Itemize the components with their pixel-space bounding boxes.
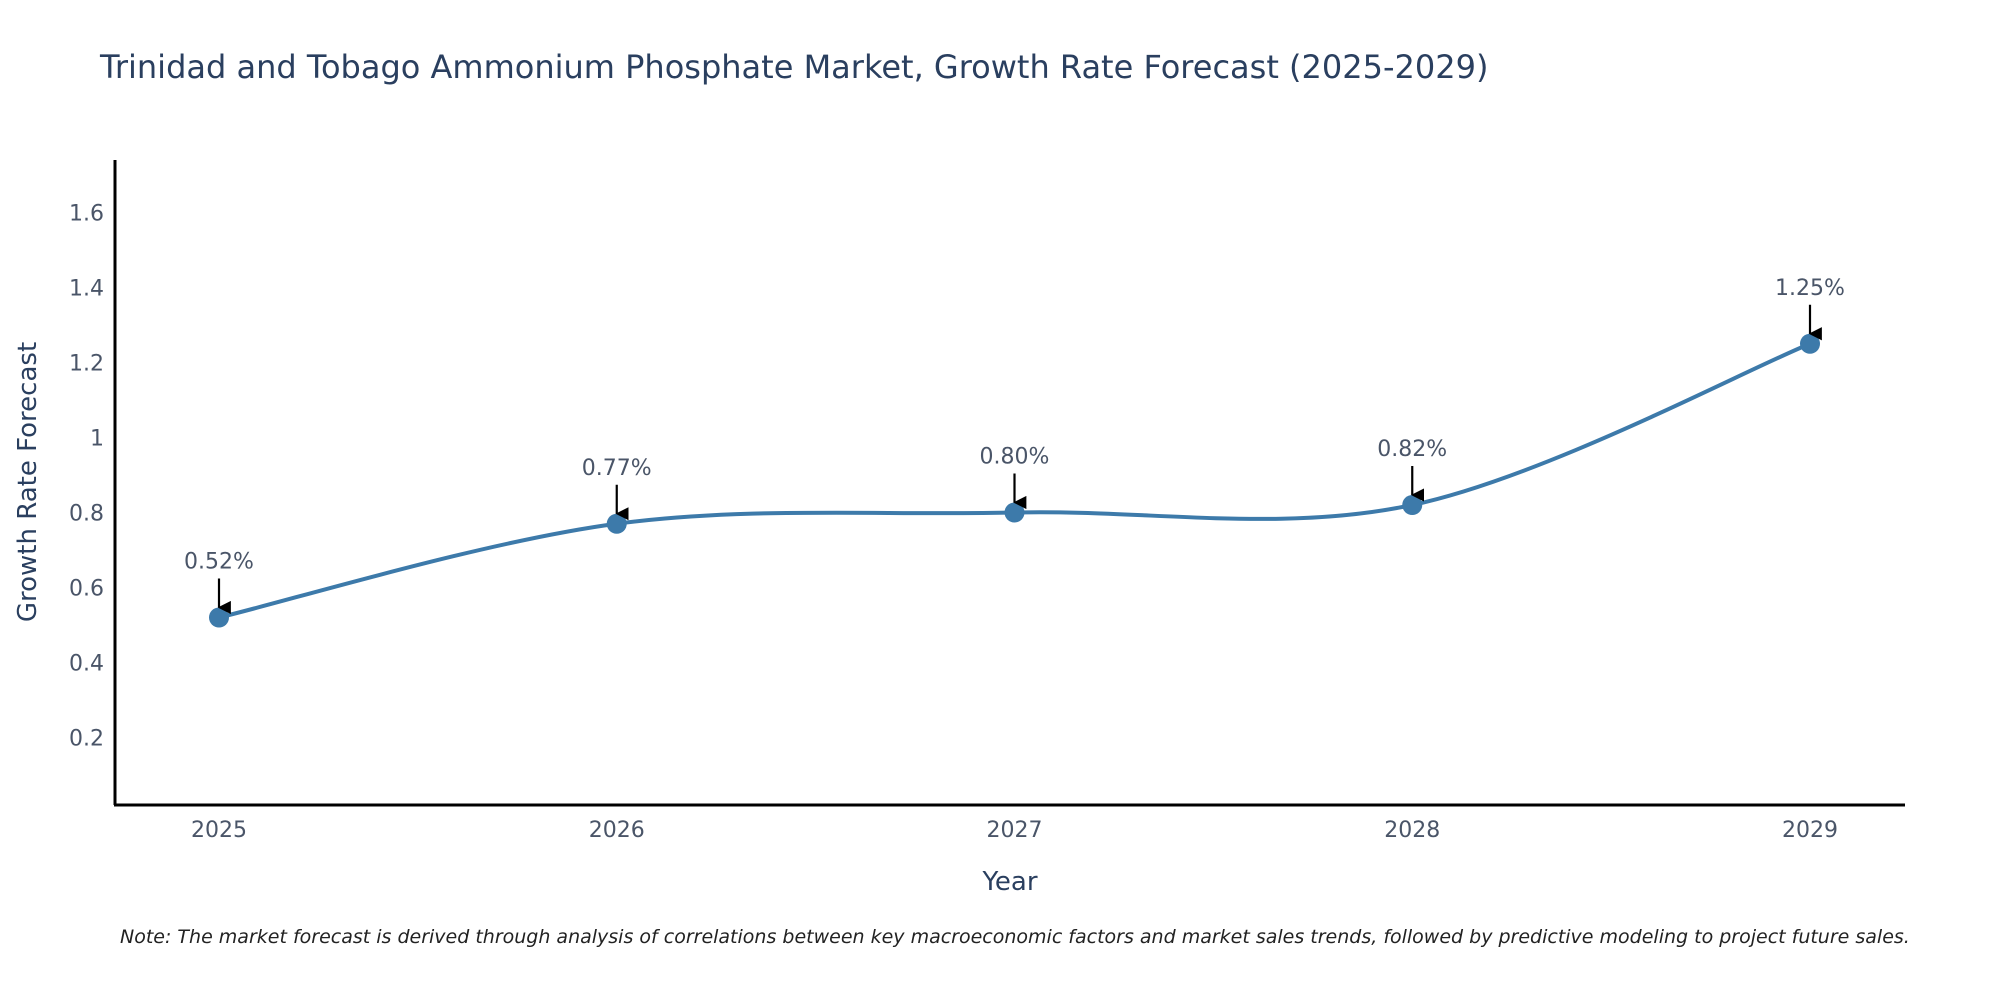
x-tick-label: 2025 — [191, 818, 247, 843]
data-label: 1.25% — [1775, 276, 1845, 301]
y-axis-ticks: 0.2 0.4 0.6 0.8 1 1.2 1.4 1.6 — [69, 202, 104, 752]
y-axis-title: Growth Rate Forecast — [13, 342, 43, 622]
data-point — [1800, 333, 1820, 354]
y-tick-label: 1.2 — [69, 352, 104, 377]
y-tick-label: 0.2 — [69, 727, 104, 752]
y-tick-label: 0.8 — [69, 502, 104, 527]
x-tick-label: 2026 — [589, 818, 645, 843]
x-tick-label: 2027 — [987, 818, 1043, 843]
data-label: 0.80% — [980, 445, 1050, 470]
data-annotations: 0.52% 0.77% 0.80% 0.82% 1.25% — [184, 276, 1845, 615]
chart-note: Note: The market forecast is derived thr… — [120, 926, 1910, 948]
data-label: 0.82% — [1377, 437, 1447, 462]
data-label: 0.77% — [582, 456, 652, 481]
x-tick-label: 2029 — [1782, 818, 1838, 843]
y-tick-label: 1 — [90, 427, 104, 452]
y-tick-label: 0.6 — [69, 577, 104, 602]
data-point — [1402, 495, 1423, 515]
x-axis-title: Year — [981, 867, 1037, 897]
y-tick-label: 0.4 — [69, 652, 104, 677]
x-axis-ticks: 2025 2026 2027 2028 2029 — [191, 818, 1838, 843]
chart-title: Trinidad and Tobago Ammonium Phosphate M… — [99, 48, 1488, 86]
x-tick-label: 2028 — [1384, 818, 1440, 843]
data-point — [606, 513, 627, 534]
y-tick-label: 1.4 — [69, 277, 104, 302]
data-point — [1004, 502, 1025, 523]
data-point — [209, 607, 229, 628]
y-tick-label: 1.6 — [69, 202, 104, 227]
data-label: 0.52% — [184, 550, 254, 575]
